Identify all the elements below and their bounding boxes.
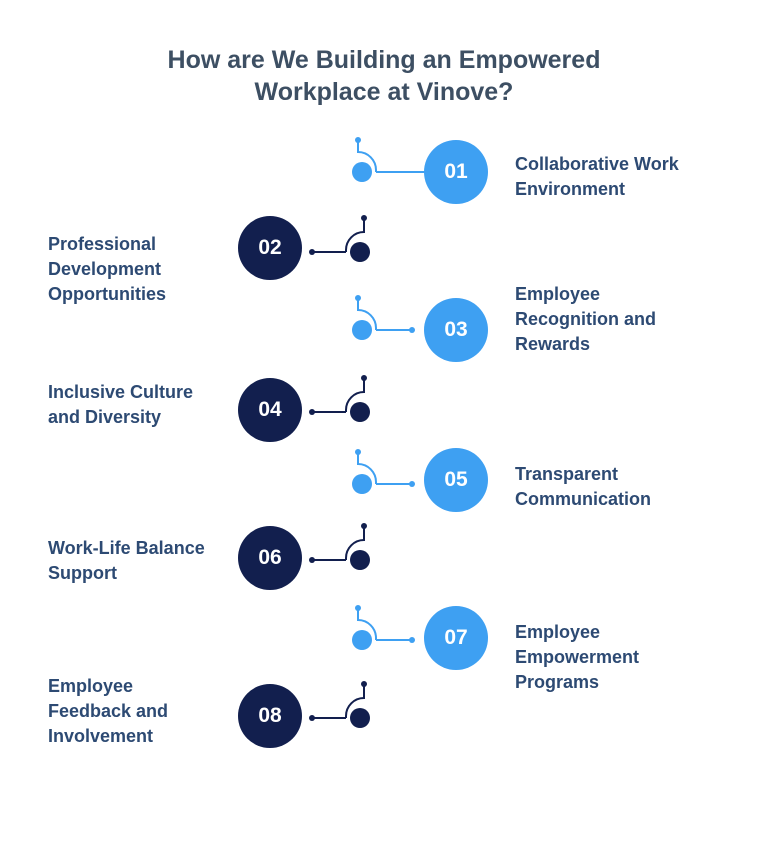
title-line-1: How are We Building an Empowered xyxy=(167,46,601,74)
step-07: 07 Employee Empowerment Programs xyxy=(0,578,768,698)
step-number-badge: 08 xyxy=(238,684,302,748)
step-label: Work-Life Balance Support xyxy=(48,538,205,583)
title-line-2: Workplace at Vinove? xyxy=(254,78,514,106)
step-02: Professional Development Opportunities 0… xyxy=(0,188,768,308)
connector-icon xyxy=(309,523,370,570)
connector-icon xyxy=(309,681,370,728)
step-04: Inclusive Culture and Diversity 04 xyxy=(0,350,768,470)
step-number-badge: 01 xyxy=(424,140,488,204)
step-label: Professional Development Opportunities xyxy=(48,234,166,304)
step-label: Transparent Communication xyxy=(515,464,652,509)
step-label: Collaborative Work Environment xyxy=(515,154,679,199)
step-number-badge: 06 xyxy=(238,526,302,590)
connector-icon xyxy=(352,295,415,340)
step-label: Employee Recognition and Rewards xyxy=(515,284,656,354)
step-number-badge: 04 xyxy=(238,378,302,442)
step-label: Inclusive Culture and Diversity xyxy=(48,382,194,427)
step-03: 03 Employee Recognition and Rewards xyxy=(0,268,768,388)
connector-icon xyxy=(352,137,426,182)
step-01: 01 Collaborative Work Environment xyxy=(0,112,768,232)
step-number-badge: 02 xyxy=(238,216,302,280)
step-05: 05 Transparent Communication xyxy=(0,420,768,540)
step-label: Employee Empowerment Programs xyxy=(515,622,640,692)
page-title: How are We Building an Empowered Workpla… xyxy=(0,44,768,108)
connector-icon xyxy=(352,449,415,494)
step-number-badge: 05 xyxy=(424,448,488,512)
connector-icon xyxy=(309,215,370,262)
step-06: Work-Life Balance Support 06 xyxy=(0,498,768,618)
step-08: Employee Feedback and Involvement 08 xyxy=(0,656,768,776)
step-number-badge: 07 xyxy=(424,606,488,670)
connector-icon xyxy=(309,375,370,422)
connector-icon xyxy=(352,605,415,650)
step-number-badge: 03 xyxy=(424,298,488,362)
step-label: Employee Feedback and Involvement xyxy=(48,676,169,746)
